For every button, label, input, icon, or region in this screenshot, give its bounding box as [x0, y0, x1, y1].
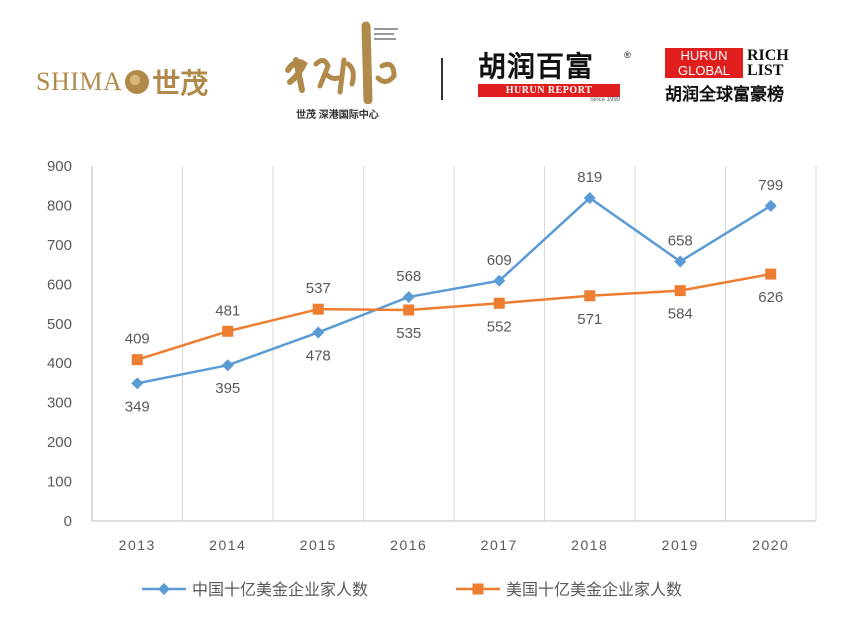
data-label: 409 [125, 331, 150, 348]
y-axis-ticks: 0 100 200 300 400 500 600 700 800 900 [47, 158, 72, 530]
hurun-list: LIST [747, 62, 784, 79]
data-point-diamond [583, 191, 596, 204]
data-point-diamond [674, 255, 687, 268]
logo-divider [441, 58, 443, 100]
hurun-global-logo: HURUN RICH GLOBAL LIST 胡润全球富豪榜 [665, 48, 825, 105]
y-tick-label: 300 [47, 395, 72, 412]
chart-grid [91, 166, 817, 522]
data-point-square [312, 303, 324, 315]
y-tick-label: 100 [47, 474, 72, 491]
shimao-logo: SHIMA 世茂 [36, 62, 208, 102]
data-point-diamond [402, 290, 415, 303]
data-point-diamond [312, 326, 325, 339]
data-label: 552 [487, 318, 512, 335]
y-tick-label: 800 [47, 197, 72, 214]
hurun-report-logo: 胡润百富 ® HURUN REPORT Since 1999 [478, 50, 631, 103]
hurun-global-chinese: 胡润全球富豪榜 [665, 85, 784, 105]
hurun-report-since: Since 1999 [589, 97, 620, 103]
data-label: 609 [487, 252, 512, 269]
x-tick-label: 2013 [119, 537, 156, 553]
data-label: 349 [125, 398, 150, 415]
data-point-square [584, 290, 596, 302]
legend-diamond-icon [158, 583, 170, 595]
shenzhen-center-logo: 世茂 深港国际中心 [282, 20, 412, 121]
hurun-report-bar: HURUN REPORT [478, 84, 620, 97]
data-point-diamond [131, 377, 144, 390]
hurun-report-chinese: 胡润百富 [478, 50, 595, 83]
chart-data-labels: 349 395 478 568 609 819 658 799 409 481 537 535 552 5… [125, 169, 784, 415]
x-tick-label: 2014 [209, 537, 246, 553]
data-point-square [765, 268, 777, 280]
data-label: 584 [668, 306, 693, 323]
hurun-global-line2: GLOBAL [665, 63, 743, 78]
legend-square-icon [472, 583, 484, 595]
x-tick-label: 2020 [752, 537, 789, 553]
y-tick-label: 400 [47, 355, 72, 372]
series-line-china [137, 196, 772, 385]
data-label: 626 [758, 289, 783, 306]
hurun-rich: RICH [747, 47, 789, 64]
data-label: 481 [215, 302, 240, 319]
data-point-square [674, 285, 686, 297]
logo-banner: SHIMA 世茂 世茂 深港国际中心 胡润百富 ® HURUN REPORT S… [0, 0, 865, 135]
y-tick-label: 600 [47, 276, 72, 293]
legend-label: 美国十亿美金企业家人数 [506, 580, 682, 599]
chart-legend: 中国十亿美金企业家人数 美国十亿美金企业家人数 [142, 580, 682, 599]
data-point-diamond [764, 199, 777, 212]
data-label: 571 [577, 311, 602, 328]
data-label: 535 [396, 325, 421, 342]
data-label: 799 [758, 177, 783, 194]
shimao-logo-chinese: 世茂 [152, 67, 209, 100]
data-point-diamond [493, 274, 506, 287]
x-tick-label: 2019 [662, 537, 699, 553]
y-tick-label: 0 [64, 513, 72, 530]
data-label: 537 [306, 280, 331, 297]
data-label: 568 [396, 268, 421, 285]
shimao-logo-text: SHIMA [36, 67, 123, 96]
data-point-diamond [221, 359, 234, 372]
y-tick-label: 500 [47, 316, 72, 333]
data-point-square [403, 304, 415, 316]
calligraphy-mark-icon [285, 21, 398, 104]
globe-icon [125, 70, 150, 94]
registered-icon: ® [624, 50, 631, 60]
data-point-square [222, 325, 234, 337]
x-tick-label: 2015 [300, 537, 337, 553]
legend-label: 中国十亿美金企业家人数 [192, 580, 368, 599]
y-tick-label: 900 [47, 158, 72, 175]
data-label: 658 [668, 232, 693, 249]
data-label: 478 [306, 347, 331, 364]
data-point-square [493, 297, 505, 309]
data-label: 819 [577, 169, 602, 186]
shenzhen-center-caption: 世茂 深港国际中心 [296, 110, 379, 121]
x-tick-label: 2017 [481, 537, 518, 553]
series-line-usa [136, 272, 771, 361]
data-label: 395 [215, 380, 240, 397]
data-point-square [131, 354, 143, 366]
y-tick-label: 200 [47, 434, 72, 451]
chart-series [131, 191, 777, 390]
x-tick-label: 2016 [390, 537, 427, 553]
hurun-global-line1: HURUN [665, 48, 743, 63]
x-tick-label: 2018 [571, 537, 608, 553]
y-tick-label: 700 [47, 237, 72, 254]
x-axis-ticks: 2013 2014 2015 2016 2017 2018 2019 2020 [119, 537, 789, 553]
